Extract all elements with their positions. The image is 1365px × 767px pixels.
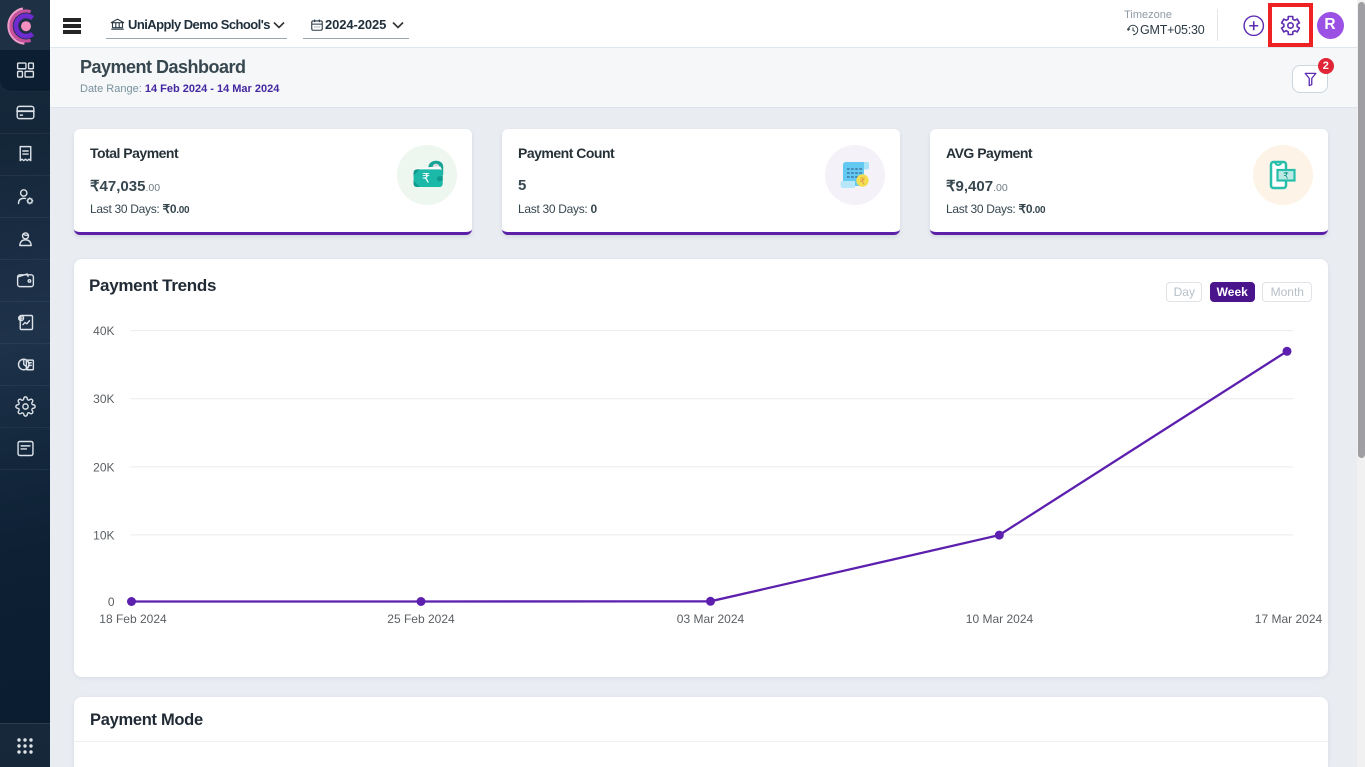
svg-text:30K: 30K	[93, 392, 114, 406]
svg-text:03 Mar 2024: 03 Mar 2024	[676, 612, 744, 626]
svg-text:20K: 20K	[93, 460, 114, 474]
svg-text:10K: 10K	[93, 528, 114, 542]
svg-text:17 Mar 2024: 17 Mar 2024	[1254, 612, 1322, 626]
svg-text:₹: ₹	[1283, 171, 1289, 181]
svg-text:18 Feb 2024: 18 Feb 2024	[99, 612, 167, 626]
svg-text:40K: 40K	[93, 324, 114, 338]
svg-text:10 Mar 2024: 10 Mar 2024	[965, 612, 1033, 626]
svg-text:₹: ₹	[859, 177, 865, 188]
svg-text:25 Feb 2024: 25 Feb 2024	[387, 612, 455, 626]
svg-text:₹: ₹	[422, 171, 430, 186]
svg-text:0: 0	[107, 595, 114, 609]
